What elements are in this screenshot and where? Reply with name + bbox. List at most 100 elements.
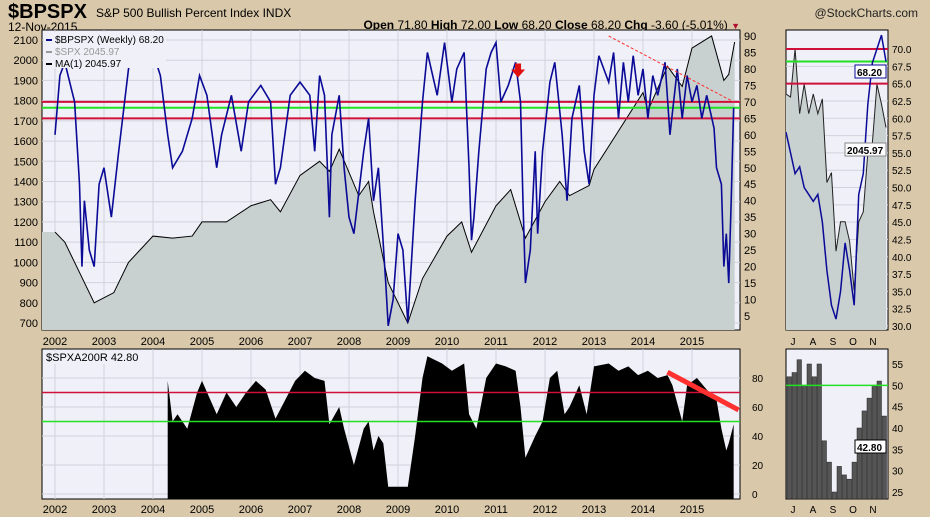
- spx-tick-label: 1100: [14, 237, 38, 249]
- dashed-trendline: [608, 35, 734, 103]
- bpspx-tick-label: 35: [744, 212, 756, 224]
- legend-entry: $BPSPX (Weekly) 68.20: [55, 35, 164, 46]
- year-label-top: 2010: [435, 336, 459, 348]
- inset-tick-label: 45.0: [892, 218, 912, 229]
- inset-spx-area: [786, 48, 886, 331]
- open-value: 71.80: [397, 18, 428, 32]
- spx-tick-label: 1300: [14, 197, 38, 209]
- lower-inset-bar: [861, 410, 867, 500]
- last-bpspx-value: 68.20: [857, 68, 882, 79]
- inset-tick-label: 35.0: [892, 287, 912, 298]
- spx-tick-label: 1400: [14, 177, 38, 189]
- spx-tick-label: 1800: [14, 96, 38, 108]
- chg-label: Chg: [624, 18, 648, 32]
- year-label-top: 2004: [141, 336, 165, 348]
- inset-month-label: O: [849, 337, 857, 348]
- lower-inset-bar: [881, 415, 887, 500]
- lower-inset-tick-label: 30: [892, 467, 904, 478]
- lower-inset-tick-label: 35: [892, 445, 904, 456]
- spx-tick-label: 1600: [14, 136, 38, 148]
- year-label-bottom: 2011: [484, 504, 508, 516]
- legend-entry: $SPX 2045.97: [55, 47, 120, 58]
- lower-tick-label: 20: [752, 461, 764, 472]
- year-label-top: 2014: [631, 336, 655, 348]
- chg-value: -3.60 (-5.01%): [651, 18, 728, 32]
- lower-inset-bar: [811, 376, 817, 500]
- lower-inset-bar: [801, 385, 807, 500]
- lower-inset-tick-label: 55: [892, 360, 904, 371]
- last-spx-value: 2045.97: [847, 146, 884, 157]
- lower-trendline: [666, 369, 740, 413]
- inset-tick-label: 67.5: [892, 62, 912, 73]
- bpspx-tick-label: 45: [744, 179, 756, 191]
- low-label: Low: [494, 18, 519, 32]
- year-label-top: 2005: [190, 336, 214, 348]
- inset-tick-label: 65.0: [892, 80, 912, 91]
- lower-inset-bar: [796, 359, 802, 500]
- inset-tick-label: 50.0: [892, 184, 912, 195]
- year-label-bottom: 2009: [386, 504, 410, 516]
- year-label-bottom: 2013: [582, 504, 606, 516]
- year-label-bottom: 2003: [92, 504, 116, 516]
- bpspx-tick-label: 30: [744, 229, 756, 241]
- bpspx-tick-label: 60: [744, 130, 756, 142]
- inset-tick-label: 62.5: [892, 97, 912, 108]
- bpspx-tick-label: 85: [744, 47, 756, 59]
- year-label-bottom: 2006: [239, 504, 263, 516]
- last-spx-badge: [844, 142, 887, 157]
- inset-tick-label: 60.0: [892, 114, 912, 125]
- lower-tick-label: 60: [752, 403, 764, 414]
- lower-inset-bar: [806, 363, 812, 500]
- bpspx-tick-label: 80: [744, 64, 756, 76]
- bpspx-tick-label: 10: [744, 295, 756, 307]
- last-bpspx-badge: [854, 64, 887, 79]
- lower-inset-bar: [831, 491, 837, 500]
- lower-inset-bar: [791, 372, 797, 500]
- year-label-top: 2011: [484, 336, 508, 348]
- lower-inset-tick-label: 25: [892, 488, 904, 499]
- legend-swatch: [46, 51, 52, 53]
- spx-tick-label: 1900: [14, 75, 38, 87]
- spx-area: [42, 35, 735, 330]
- year-label-top: 2015: [680, 336, 704, 348]
- year-label-bottom: 2008: [337, 504, 361, 516]
- lower-inset-bar: [856, 427, 862, 500]
- index-name: S&P 500 Bullish Percent Index INDX: [96, 6, 291, 20]
- bpspx-tick-label: 55: [744, 146, 756, 158]
- legend-swatch: [46, 63, 52, 65]
- down-triangle-icon: ▼: [731, 21, 740, 31]
- low-value: 68.20: [521, 18, 552, 32]
- year-label-top: 2012: [533, 336, 557, 348]
- spx-tick-label: 1700: [14, 116, 38, 128]
- lower-inset-month-label: N: [869, 505, 876, 516]
- ohlc-readout: Open 71.80 High 72.00 Low 68.20 Close 68…: [363, 18, 740, 32]
- open-label: Open: [363, 18, 395, 32]
- inset-tick-label: 30.0: [892, 322, 912, 333]
- lower-legend: $SPXA200R 42.80: [46, 352, 138, 364]
- inset-tick-label: 37.5: [892, 270, 912, 281]
- lower-inset-bar: [851, 461, 857, 500]
- spx-tick-label: 700: [20, 318, 38, 330]
- bpspx-tick-label: 75: [744, 80, 756, 92]
- close-value: 68.20: [590, 18, 622, 32]
- bpspx-tick-label: 70: [744, 97, 756, 109]
- lower-inset-tick-label: 40: [892, 424, 904, 435]
- year-label-top: 2008: [337, 336, 361, 348]
- lower-inset-bar: [826, 461, 832, 500]
- last-spxa200r-value: 42.80: [857, 443, 882, 454]
- inset-tick-label: 47.5: [892, 201, 912, 212]
- symbol: $BPSPX: [8, 1, 87, 23]
- lower-inset-tick-label: 50: [892, 381, 904, 392]
- brand-logo[interactable]: @StockCharts.com: [814, 6, 918, 20]
- lower-legend-box: [44, 351, 144, 364]
- year-label-top: 2003: [92, 336, 116, 348]
- inset-tick-label: 57.5: [892, 132, 912, 143]
- legend-swatch: [46, 39, 52, 41]
- lower-tick-label: 80: [752, 374, 764, 385]
- inset-tick-label: 70.0: [892, 45, 912, 56]
- lower-inset-bar: [836, 466, 842, 500]
- inset-month-label: S: [830, 337, 837, 348]
- year-label-top: 2006: [239, 336, 263, 348]
- year-label-bottom: 2012: [533, 504, 557, 516]
- bpspx-tick-label: 90: [744, 31, 756, 43]
